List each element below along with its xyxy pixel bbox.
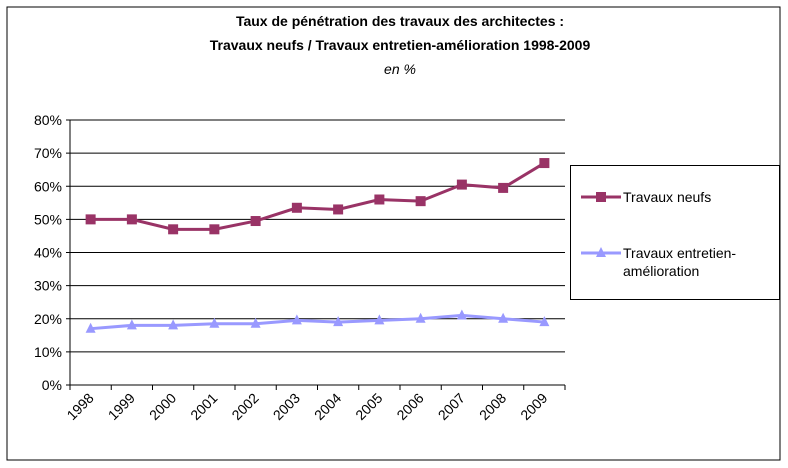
marker	[596, 247, 606, 257]
marker	[415, 196, 426, 207]
marker	[168, 224, 179, 235]
marker	[456, 179, 467, 190]
y-tick-label: 50%	[34, 211, 62, 227]
marker	[85, 214, 96, 225]
chart-subtitle: Travaux neufs / Travaux entretien-amélio…	[210, 37, 591, 53]
marker	[596, 192, 606, 202]
legend-entry: Travaux entretien-amélioration	[579, 244, 773, 280]
legend: Travaux neufs Travaux entretien-améliorat…	[570, 165, 780, 300]
unit-note: en %	[384, 61, 416, 77]
marker	[250, 317, 261, 328]
y-tick-label: 10%	[34, 344, 62, 360]
marker	[374, 194, 385, 205]
legend-entry: Travaux neufs	[579, 188, 773, 206]
marker	[539, 158, 550, 169]
legend-label: Travaux neufs	[623, 189, 712, 205]
legend-icon	[581, 247, 621, 257]
marker	[168, 319, 179, 330]
y-tick-label: 20%	[34, 311, 62, 327]
marker	[333, 316, 344, 327]
marker	[126, 319, 137, 330]
marker	[209, 224, 220, 235]
series-line	[90, 161, 546, 231]
marker	[85, 322, 96, 333]
marker	[333, 204, 344, 215]
marker	[539, 316, 550, 327]
y-tick-label: 40%	[34, 245, 62, 261]
series-line	[90, 313, 545, 331]
marker	[498, 182, 509, 193]
marker	[250, 216, 261, 227]
marker	[415, 312, 426, 323]
marker	[126, 214, 137, 225]
marker	[291, 202, 302, 213]
chart-title: Taux de pénétration des travaux des arch…	[236, 13, 564, 29]
legend-icon	[581, 192, 621, 202]
marker	[291, 314, 302, 325]
y-tick-label: 0%	[42, 377, 62, 393]
marker	[498, 312, 509, 323]
legend-label: Travaux entretien-amélioration	[623, 245, 737, 279]
marker	[374, 314, 385, 325]
marker	[209, 317, 220, 328]
y-tick-label: 80%	[34, 112, 62, 128]
y-tick-label: 60%	[34, 178, 62, 194]
y-tick-label: 70%	[34, 145, 62, 161]
y-tick-label: 30%	[34, 278, 62, 294]
marker	[456, 309, 467, 320]
